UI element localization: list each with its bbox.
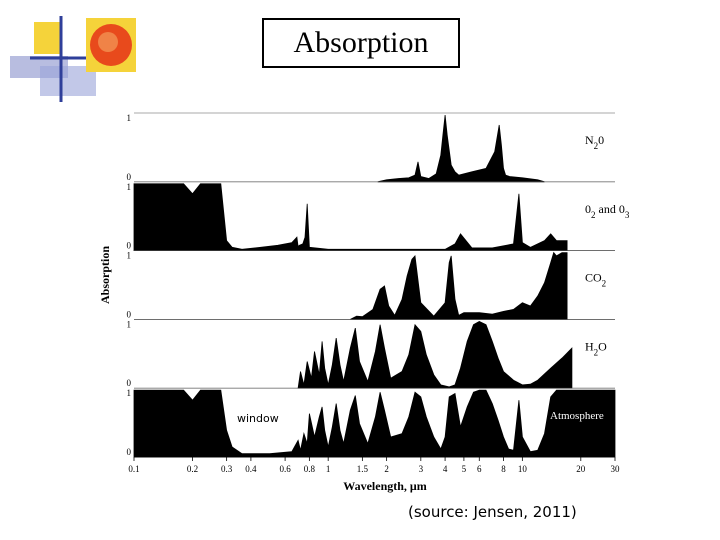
- x-tick-label: 6: [477, 464, 482, 474]
- panel-max-label: 1: [127, 113, 132, 123]
- panel-n20: 1 0 N20: [127, 112, 615, 183]
- x-tick-label: 0.1: [128, 464, 139, 474]
- x-tick-label: 3: [419, 464, 424, 474]
- panel-min-label: 0: [127, 309, 132, 319]
- absorption-area: [377, 114, 545, 183]
- panel-co2: 1 0 CO2: [127, 250, 615, 320]
- x-tick-label: 0.2: [187, 464, 198, 474]
- x-tick-label: 1: [326, 464, 331, 474]
- x-tick-label: 0.3: [221, 464, 233, 474]
- panel-h2o: 1 0 H2O: [127, 319, 615, 389]
- absorption-area: [350, 251, 568, 320]
- window-annotation: window: [237, 412, 279, 425]
- y-axis-title: Absorption: [98, 246, 112, 304]
- x-tick-label: 0.6: [279, 464, 291, 474]
- x-tick-label: 20: [576, 464, 586, 474]
- panel-atmosphere: 1 0 Atmosphere: [127, 387, 616, 458]
- panel-min-label: 0: [127, 241, 132, 251]
- series-label: N20: [585, 133, 604, 151]
- panel-max-label: 1: [127, 388, 132, 398]
- slide-title: Absorption: [262, 18, 460, 68]
- deco-yellow-square: [34, 22, 60, 54]
- panel-min-label: 0: [127, 172, 132, 182]
- absorption-area: [133, 389, 616, 458]
- x-tick-label: 4: [443, 464, 448, 474]
- panel-min-label: 0: [127, 447, 132, 457]
- panel-max-label: 1: [127, 182, 132, 192]
- x-tick-label: 10: [518, 464, 528, 474]
- x-tick-label: 0.4: [245, 464, 257, 474]
- panel-02-and-03: 1 0 02 and 03: [127, 181, 630, 251]
- x-tick-label: 30: [611, 464, 621, 474]
- source-note: (source: Jensen, 2011): [408, 503, 577, 521]
- x-axis: 0.1 0.2 0.3 0.4 0.6 0.8 1 1.5 2 3 4 5 6 8 10 20 30: [128, 456, 621, 474]
- x-tick-label: 8: [501, 464, 506, 474]
- panel-max-label: 1: [127, 251, 132, 261]
- sun-icon-core: [98, 32, 118, 52]
- series-label: 02 and 03: [585, 202, 630, 220]
- panel-max-label: 1: [127, 319, 132, 329]
- series-label: H2O: [585, 339, 607, 357]
- series-label: CO2: [585, 271, 606, 289]
- absorption-area: [133, 183, 568, 251]
- absorption-area: [297, 320, 573, 389]
- window-label-bg: [235, 410, 287, 427]
- x-axis-title: Wavelength, μm: [343, 479, 426, 493]
- slide-decoration: [10, 16, 136, 102]
- panel-min-label: 0: [127, 378, 132, 388]
- x-tick-label: 1.5: [357, 464, 369, 474]
- series-label: Atmosphere: [550, 410, 604, 422]
- x-tick-label: 5: [462, 464, 467, 474]
- x-tick-label: 0.8: [304, 464, 316, 474]
- x-tick-label: 2: [384, 464, 389, 474]
